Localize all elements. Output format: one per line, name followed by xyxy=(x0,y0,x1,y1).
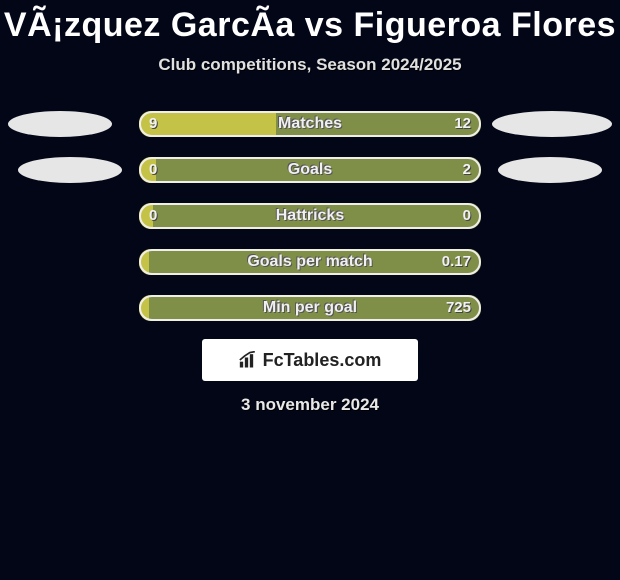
bar-left-segment xyxy=(139,249,149,275)
page-title: VÃ¡zquez GarcÃ­a vs Figueroa Flores xyxy=(0,0,620,47)
compare-bar: Min per goal725 xyxy=(139,295,481,321)
avatar-placeholder-left xyxy=(18,157,122,183)
bar-right-segment xyxy=(467,203,481,229)
bar-left-segment xyxy=(139,157,156,183)
stat-row: Min per goal725 xyxy=(0,287,620,333)
bar-left-segment xyxy=(139,295,149,321)
brand-label: FcTables.com xyxy=(263,350,382,371)
stats-list: Matches912 Goals02 Hattricks00 Goals per ma… xyxy=(0,103,620,333)
comparison-card: VÃ¡zquez GarcÃ­a vs Figueroa Flores Club… xyxy=(0,0,620,580)
compare-bar: Goals02 xyxy=(139,157,481,183)
avatar-placeholder-right xyxy=(492,111,612,137)
stat-row: Matches912 xyxy=(0,103,620,149)
bar-right-segment xyxy=(276,111,481,137)
page-subtitle: Club competitions, Season 2024/2025 xyxy=(0,47,620,103)
stat-row: Goals per match0.17 xyxy=(0,241,620,287)
bar-left-segment xyxy=(139,203,153,229)
avatar-placeholder-left xyxy=(8,111,112,137)
stat-label: Hattricks xyxy=(139,203,481,229)
compare-bar: Goals per match0.17 xyxy=(139,249,481,275)
bar-left-segment xyxy=(139,111,276,137)
bar-right-segment xyxy=(149,295,481,321)
bar-right-segment xyxy=(149,249,481,275)
avatar-placeholder-right xyxy=(498,157,602,183)
stat-row: Hattricks00 xyxy=(0,195,620,241)
compare-bar: Hattricks00 xyxy=(139,203,481,229)
date-line: 3 november 2024 xyxy=(0,381,620,415)
bar-chart-icon xyxy=(239,351,259,369)
stat-row: Goals02 xyxy=(0,149,620,195)
bar-right-segment xyxy=(276,157,481,183)
compare-bar: Matches912 xyxy=(139,111,481,137)
brand-badge[interactable]: FcTables.com xyxy=(202,339,418,381)
